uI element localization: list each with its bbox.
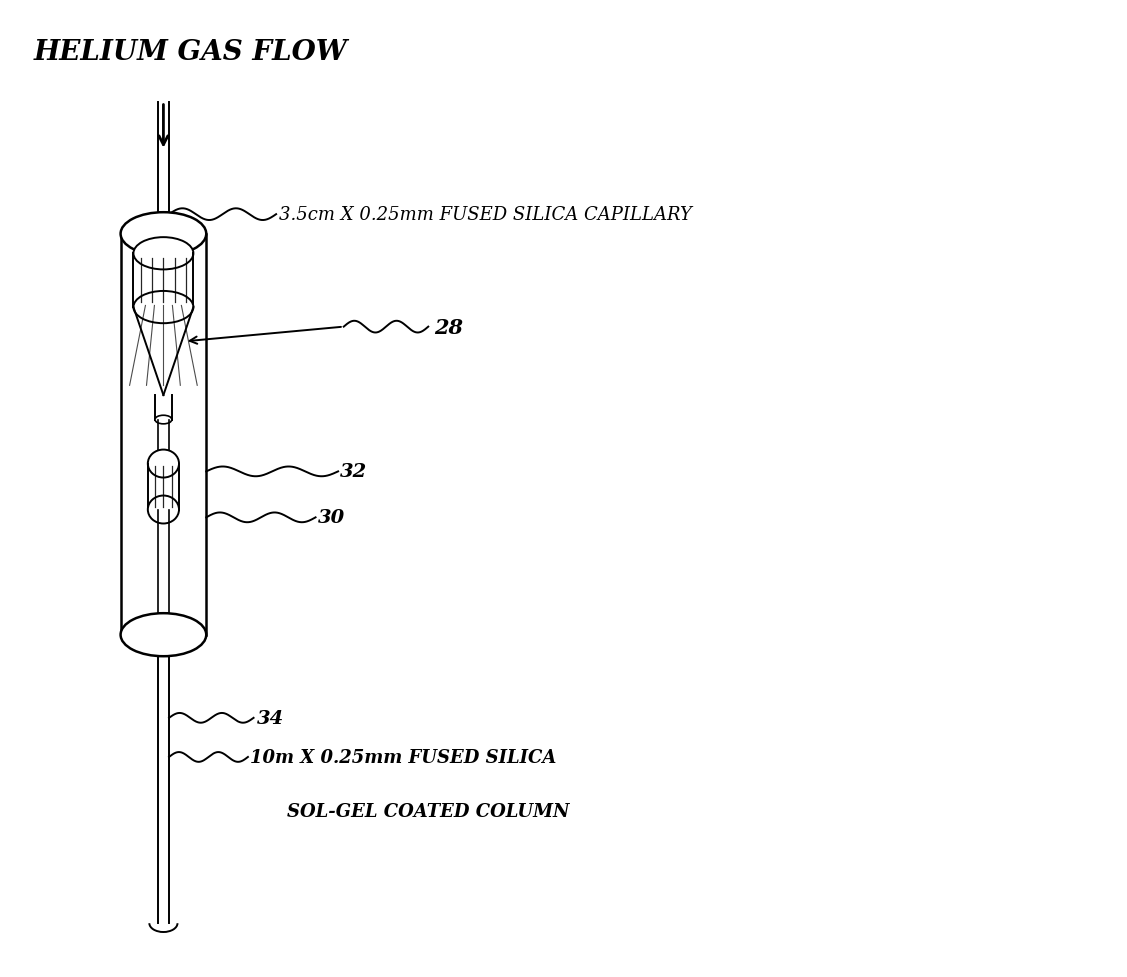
Ellipse shape xyxy=(148,496,179,524)
Text: 32: 32 xyxy=(340,463,367,481)
Ellipse shape xyxy=(154,416,171,424)
Text: 10m X 0.25mm FUSED SILICA: 10m X 0.25mm FUSED SILICA xyxy=(250,748,557,766)
Text: 3.5cm X 0.25mm FUSED SILICA CAPILLARY: 3.5cm X 0.25mm FUSED SILICA CAPILLARY xyxy=(279,206,692,224)
Ellipse shape xyxy=(121,213,206,256)
Text: 30: 30 xyxy=(318,509,345,527)
Text: 28: 28 xyxy=(434,318,463,337)
Ellipse shape xyxy=(133,237,194,271)
Ellipse shape xyxy=(148,450,179,478)
Ellipse shape xyxy=(133,291,194,324)
Text: 34: 34 xyxy=(257,709,284,727)
Ellipse shape xyxy=(121,614,206,657)
Text: SOL-GEL COATED COLUMN: SOL-GEL COATED COLUMN xyxy=(287,802,570,820)
Text: HELIUM GAS FLOW: HELIUM GAS FLOW xyxy=(34,39,348,66)
